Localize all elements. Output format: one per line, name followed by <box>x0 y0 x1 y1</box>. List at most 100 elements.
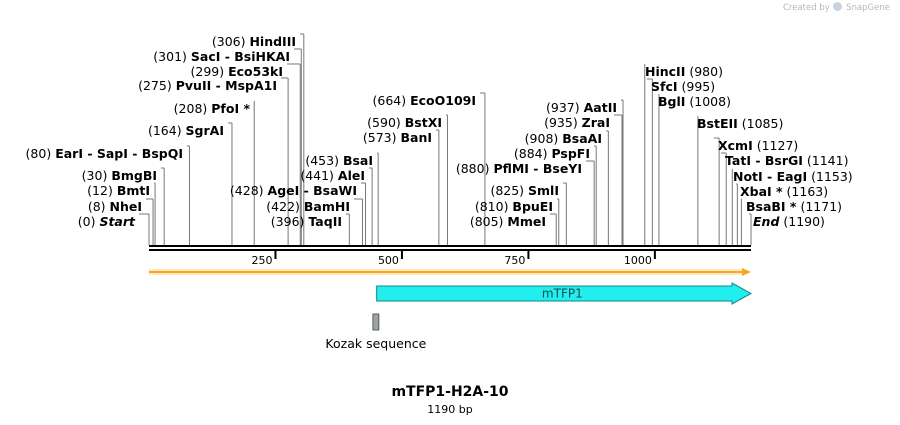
site-sgrai[interactable]: (164) SgrAI <box>148 122 233 245</box>
site-mmei[interactable]: (805) MmeI <box>470 213 557 245</box>
site-label: (441) AleI <box>300 168 365 183</box>
site-position: (805) <box>470 214 508 229</box>
map-title: mTFP1-H2A-10 <box>391 384 509 400</box>
site-position: (208) <box>174 101 212 116</box>
site-saci[interactable]: (301) SacI - BsiHKAI <box>153 48 302 245</box>
site-taqii[interactable]: (396) TaqII <box>271 213 350 245</box>
site-label: (164) SgrAI <box>148 123 224 138</box>
site-bsabi[interactable]: BsaBI * (1171) <box>740 198 842 245</box>
site-name: ZraI <box>582 115 610 130</box>
site-position: (1127) <box>753 138 799 153</box>
site-ecoo109i[interactable]: (664) EcoO109I <box>373 92 486 245</box>
site-label: (208) PfoI * <box>174 101 251 116</box>
site-position: (299) <box>191 64 229 79</box>
site-position: (884) <box>514 146 552 161</box>
site-position: (422) <box>266 199 304 214</box>
site-label: XbaI * (1163) <box>740 184 828 199</box>
site-sfci[interactable]: SfcI (995) <box>647 78 715 245</box>
site-position: (1008) <box>685 94 731 109</box>
site-label: End (1190) <box>753 214 825 229</box>
site-smli[interactable]: (825) SmlI <box>490 182 567 245</box>
site-hindiii[interactable]: (306) HindIII <box>212 33 305 245</box>
site-bsteii[interactable]: BstEII (1085) <box>697 116 783 245</box>
site-name: BmtI <box>117 183 150 198</box>
site-name: XbaI * <box>740 184 783 199</box>
site-end[interactable]: End (1190) <box>749 213 825 245</box>
site-nhei[interactable]: (8) NheI <box>88 198 154 245</box>
site-xbai[interactable]: XbaI * (1163) <box>736 183 828 245</box>
site-agei[interactable]: (428) AgeI - BsaWI <box>230 182 367 245</box>
site-position: (1171) <box>796 199 842 214</box>
site-label: (884) PspFI <box>514 146 590 161</box>
site-label: (908) BsaAI <box>525 131 602 146</box>
site-name: BmgBI <box>111 168 157 183</box>
site-position: (1163) <box>783 184 829 199</box>
site-name: SacI - BsiHKAI <box>191 49 290 64</box>
site-bsaai[interactable]: (908) BsaAI <box>525 130 609 245</box>
site-name: BstEII <box>697 116 738 131</box>
site-name: NheI <box>110 199 143 214</box>
credit-brand: SnapGene <box>846 3 890 13</box>
site-position: (880) <box>456 161 494 176</box>
site-position: (30) <box>82 168 112 183</box>
site-aatii[interactable]: (937) AatII <box>546 99 624 245</box>
site-bamhi[interactable]: (422) BamHI <box>266 198 363 245</box>
site-name: SmlI <box>528 183 559 198</box>
feature-mtfp1: mTFP1 <box>376 282 753 305</box>
site-position: (301) <box>153 49 191 64</box>
site-name: PflMI - BseYI <box>493 161 582 176</box>
site-name: BstXI <box>405 115 442 130</box>
site-pvuii[interactable]: (275) PvuII - MspA1I <box>138 77 289 245</box>
site-eari[interactable]: (80) EarI - SapI - BspQI <box>26 145 190 245</box>
site-label: (937) AatII <box>546 100 617 115</box>
site-xcmi[interactable]: XcmI (1127) <box>714 137 799 245</box>
site-tati[interactable]: TatI - BsrGI (1141) <box>721 152 848 245</box>
site-label: SfcI (995) <box>651 79 715 94</box>
site-bstxi[interactable]: (590) BstXI <box>367 114 448 245</box>
site-bani[interactable]: (573) BanI <box>363 129 440 245</box>
ruler-tick-label: 1000 <box>624 254 652 267</box>
site-name: EarI - SapI - BspQI <box>55 146 183 161</box>
site-start[interactable]: (0) Start <box>78 213 150 245</box>
site-alei[interactable]: (441) AleI <box>300 167 373 245</box>
site-position: (937) <box>546 100 584 115</box>
site-bsai[interactable]: (453) BsaI <box>305 152 379 245</box>
feature-arrow <box>376 282 753 305</box>
site-name: HincII <box>645 64 685 79</box>
site-name: TaqII <box>308 214 342 229</box>
site-position: (590) <box>367 115 405 130</box>
feature-box-kozak <box>372 313 380 331</box>
site-pflmi[interactable]: (880) PflMI - BseYI <box>456 160 595 245</box>
site-label: NotI - EagI (1153) <box>733 169 853 184</box>
site-position: (0) <box>78 214 100 229</box>
site-position: (1085) <box>738 116 784 131</box>
site-name: AatII <box>584 100 617 115</box>
site-bgli[interactable]: BglI (1008) <box>658 94 731 245</box>
site-eco53ki[interactable]: (299) Eco53kI <box>191 63 301 245</box>
site-position: (825) <box>490 183 528 198</box>
site-label: (880) PflMI - BseYI <box>456 161 582 176</box>
site-pspfi[interactable]: (884) PspFI <box>514 145 597 245</box>
site-name: SfcI <box>651 79 678 94</box>
site-pfoi[interactable]: (208) PfoI * <box>174 100 255 245</box>
site-position: (810) <box>475 199 513 214</box>
site-bpuei[interactable]: (810) BpuEI <box>475 198 560 245</box>
site-name: BsaI <box>343 153 373 168</box>
map-length: 1190 bp <box>427 403 473 416</box>
site-name: HindIII <box>249 34 296 49</box>
site-label: (275) PvuII - MspA1I <box>138 78 277 93</box>
site-hincii[interactable]: HincII (980) <box>644 64 723 245</box>
snapgene-logo-icon <box>833 2 843 11</box>
site-label: (664) EcoO109I <box>373 93 477 108</box>
site-name: MmeI <box>507 214 546 229</box>
site-name: BsaAI <box>562 131 602 146</box>
feature-label: mTFP1 <box>542 287 583 301</box>
site-bmgbi[interactable]: (30) BmgBI <box>82 167 165 245</box>
ruler-tick-label: 250 <box>251 254 272 267</box>
site-noti[interactable]: NotI - EagI (1153) <box>731 169 853 245</box>
site-zrai[interactable]: (935) ZraI <box>544 114 623 245</box>
site-position: (453) <box>305 153 343 168</box>
site-bmti[interactable]: (12) BmtI <box>87 182 156 245</box>
site-position: (8) <box>88 199 110 214</box>
